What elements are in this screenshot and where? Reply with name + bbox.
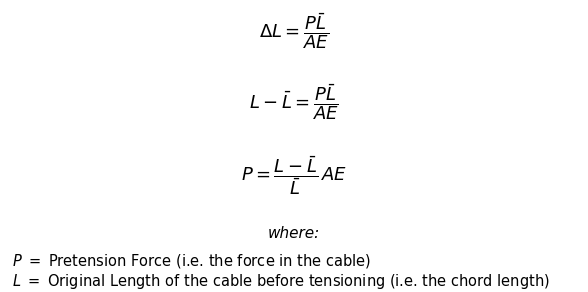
Text: $L$ $=$ Original Length of the cable before tensioning (i.e. the chord length): $L$ $=$ Original Length of the cable bef… — [12, 272, 549, 291]
Text: $P$ $=$ Pretension Force (i.e. the force in the cable): $P$ $=$ Pretension Force (i.e. the force… — [12, 252, 370, 270]
Text: $\Delta L = \dfrac{P\bar{L}}{AE}$: $\Delta L = \dfrac{P\bar{L}}{AE}$ — [259, 11, 329, 51]
Text: $P = \dfrac{L - \bar{L}}{\bar{L}}\,AE$: $P = \dfrac{L - \bar{L}}{\bar{L}}\,AE$ — [241, 154, 347, 197]
Text: where:: where: — [268, 226, 320, 241]
Text: $L - \bar{L} = \dfrac{P\bar{L}}{AE}$: $L - \bar{L} = \dfrac{P\bar{L}}{AE}$ — [249, 83, 339, 122]
